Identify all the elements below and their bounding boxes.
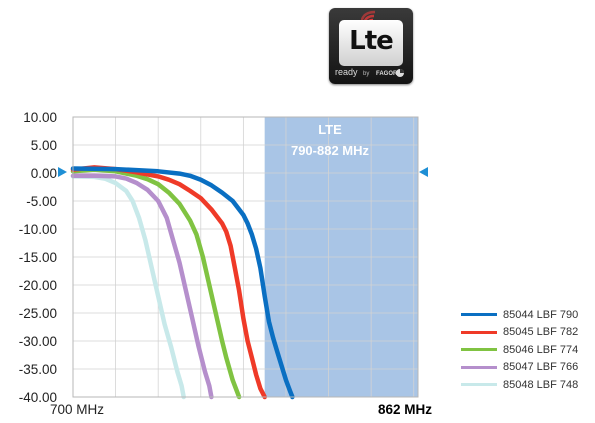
series-line (70, 173, 214, 400)
series-line (70, 167, 242, 400)
series-line (70, 166, 295, 400)
legend-swatch (461, 383, 497, 387)
logo-brand-text: FAGOR (376, 71, 398, 77)
y-tick-label: -10.00 (19, 222, 57, 237)
series-line (70, 174, 186, 400)
logo-panel: Lte (339, 20, 403, 66)
plot-frame (72, 116, 419, 398)
legend-item: 85046 LBF 774 (461, 341, 578, 359)
y-tick-label: -20.00 (19, 278, 57, 293)
y-tick-label: -25.00 (19, 306, 57, 321)
y-tick-label: 5.00 (31, 138, 57, 153)
legend-item: 85048 LBF 748 (461, 376, 578, 394)
legend-label: 85046 LBF 774 (503, 343, 579, 356)
legend-label: 85044 LBF 790 (503, 308, 579, 321)
legend-item: 85044 LBF 790 (461, 306, 578, 324)
lte-ready-logo: Lte ready by FAGOR (329, 8, 413, 84)
zero-marker-left-icon (58, 167, 67, 177)
legend-swatch (461, 330, 497, 334)
y-tick-label: -15.00 (19, 250, 57, 265)
zero-marker-right-icon (419, 167, 428, 177)
logo-by-text: by (363, 71, 370, 77)
y-tick-label: -30.00 (19, 334, 57, 349)
x-axis-label-start: 700 MHz (50, 402, 104, 417)
band-label-line1: LTE (318, 122, 342, 137)
logo-wordmark: Lte (349, 26, 394, 56)
legend-label: 85047 LBF 766 (503, 361, 579, 374)
legend-item: 85045 LBF 782 (461, 324, 578, 342)
chart-legend: 85044 LBF 790 85045 LBF 782 85046 LBF 774 8… (461, 306, 578, 394)
legend-swatch (461, 365, 497, 369)
y-tick-label: -5.00 (26, 194, 57, 209)
legend-label: 85045 LBF 782 (503, 326, 579, 339)
y-tick-label: 10.00 (23, 110, 57, 125)
y-tick-label: -40.00 (19, 390, 57, 405)
legend-label: 85048 LBF 748 (503, 378, 579, 391)
y-tick-label: 0.00 (31, 166, 57, 181)
legend-item: 85047 LBF 766 (461, 359, 578, 377)
legend-swatch (461, 313, 497, 317)
y-tick-label: -35.00 (19, 362, 57, 377)
logo-ready-text: ready (335, 67, 358, 77)
band-label-line2: 790-882 MHz (291, 143, 370, 158)
legend-swatch (461, 348, 497, 352)
x-axis-label-end: 862 MHz (378, 402, 432, 417)
brand-mark-icon (396, 69, 404, 77)
series-line (70, 165, 267, 400)
